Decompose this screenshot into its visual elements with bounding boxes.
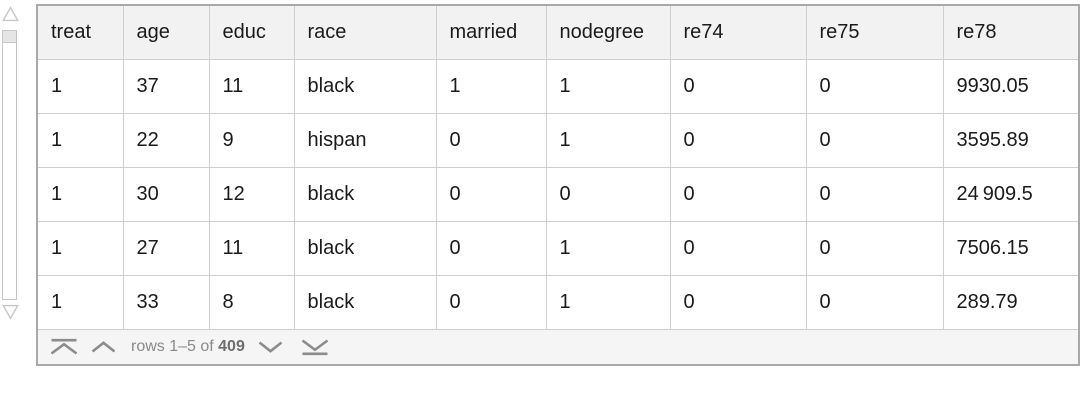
cell: 1 xyxy=(436,59,547,114)
cell: 0 xyxy=(670,221,807,276)
cell: 30 xyxy=(123,167,210,222)
cell: 1 xyxy=(546,59,671,114)
table-row: 1 27 11 black 0 1 0 0 7506.15 xyxy=(38,221,1078,276)
last-page-button[interactable] xyxy=(301,338,329,356)
cell: 1 xyxy=(38,221,124,276)
row-range-label: rows 1–5 of 409 xyxy=(131,338,245,356)
previous-page-button[interactable] xyxy=(91,341,116,353)
cell: 11 xyxy=(209,221,295,276)
cell: 0 xyxy=(670,167,807,222)
cell: 1 xyxy=(38,275,124,330)
row-range-prefix: rows 1–5 of xyxy=(131,338,219,355)
cell: 0 xyxy=(436,167,547,222)
next-page-button[interactable] xyxy=(258,341,283,353)
cell: 1 xyxy=(38,59,124,114)
column-header-educ: educ xyxy=(209,6,295,60)
vertical-scrollbar xyxy=(1,4,21,326)
cell: 289.79 xyxy=(943,275,1078,330)
cell: 0 xyxy=(436,113,547,168)
cell: 0 xyxy=(806,167,944,222)
cell: 1 xyxy=(546,113,671,168)
cell: hispan xyxy=(294,113,437,168)
cell: 0 xyxy=(806,275,944,330)
cell: 24 909.5 xyxy=(943,167,1078,222)
header-row: treat age educ race married nodegree re74 re75 r… xyxy=(38,6,1078,60)
data-table: treat age educ race married nodegree re74 re75 r… xyxy=(38,6,1078,330)
column-header-married: married xyxy=(436,6,547,60)
column-header-re74: re74 xyxy=(670,6,807,60)
column-header-treat: treat xyxy=(38,6,124,60)
first-page-button[interactable] xyxy=(50,338,78,356)
cell: black xyxy=(294,221,437,276)
table-body: 1 37 11 black 1 1 0 0 9930.05 1 22 9 hispan 0 1 0 0 3595.… xyxy=(38,59,1078,330)
cell: black xyxy=(294,275,437,330)
cell: 1 xyxy=(38,113,124,168)
cell: 3595.89 xyxy=(943,113,1078,168)
cell: 33 xyxy=(123,275,210,330)
cell: 0 xyxy=(806,113,944,168)
cell: 9 xyxy=(209,113,295,168)
cell: 1 xyxy=(38,167,124,222)
cell: 11 xyxy=(209,59,295,114)
table-row: 1 33 8 black 0 1 0 0 289.79 xyxy=(38,275,1078,330)
cell: 7506.15 xyxy=(943,221,1078,276)
cell: 0 xyxy=(670,59,807,114)
cell: 0 xyxy=(670,275,807,330)
scrollbar-thumb[interactable] xyxy=(3,31,16,43)
table-row: 1 30 12 black 0 0 0 0 24 909.5 xyxy=(38,167,1078,222)
column-header-re75: re75 xyxy=(806,6,944,60)
cell: 22 xyxy=(123,113,210,168)
cell: 0 xyxy=(806,221,944,276)
cell: 37 xyxy=(123,59,210,114)
row-total-count: 409 xyxy=(218,338,245,355)
column-header-race: race xyxy=(294,6,437,60)
cell: 0 xyxy=(436,275,547,330)
scroll-up-icon[interactable] xyxy=(2,6,19,22)
cell: 0 xyxy=(436,221,547,276)
cell: 0 xyxy=(546,167,671,222)
cell: 27 xyxy=(123,221,210,276)
data-table-frame: treat age educ race married nodegree re74 re75 r… xyxy=(36,4,1080,366)
cell: 0 xyxy=(806,59,944,114)
table-row: 1 22 9 hispan 0 1 0 0 3595.89 xyxy=(38,113,1078,168)
cell: 12 xyxy=(209,167,295,222)
scroll-down-icon[interactable] xyxy=(2,304,19,320)
scrollbar-track[interactable] xyxy=(2,30,17,300)
cell: black xyxy=(294,59,437,114)
cell: 1 xyxy=(546,275,671,330)
table-row: 1 37 11 black 1 1 0 0 9930.05 xyxy=(38,59,1078,114)
cell: black xyxy=(294,167,437,222)
column-header-re78: re78 xyxy=(943,6,1078,60)
pagination-bar: rows 1–5 of 409 xyxy=(38,330,1078,364)
column-header-nodegree: nodegree xyxy=(546,6,671,60)
cell: 9930.05 xyxy=(943,59,1078,114)
cell: 8 xyxy=(209,275,295,330)
cell: 1 xyxy=(546,221,671,276)
column-header-age: age xyxy=(123,6,210,60)
cell: 0 xyxy=(670,113,807,168)
